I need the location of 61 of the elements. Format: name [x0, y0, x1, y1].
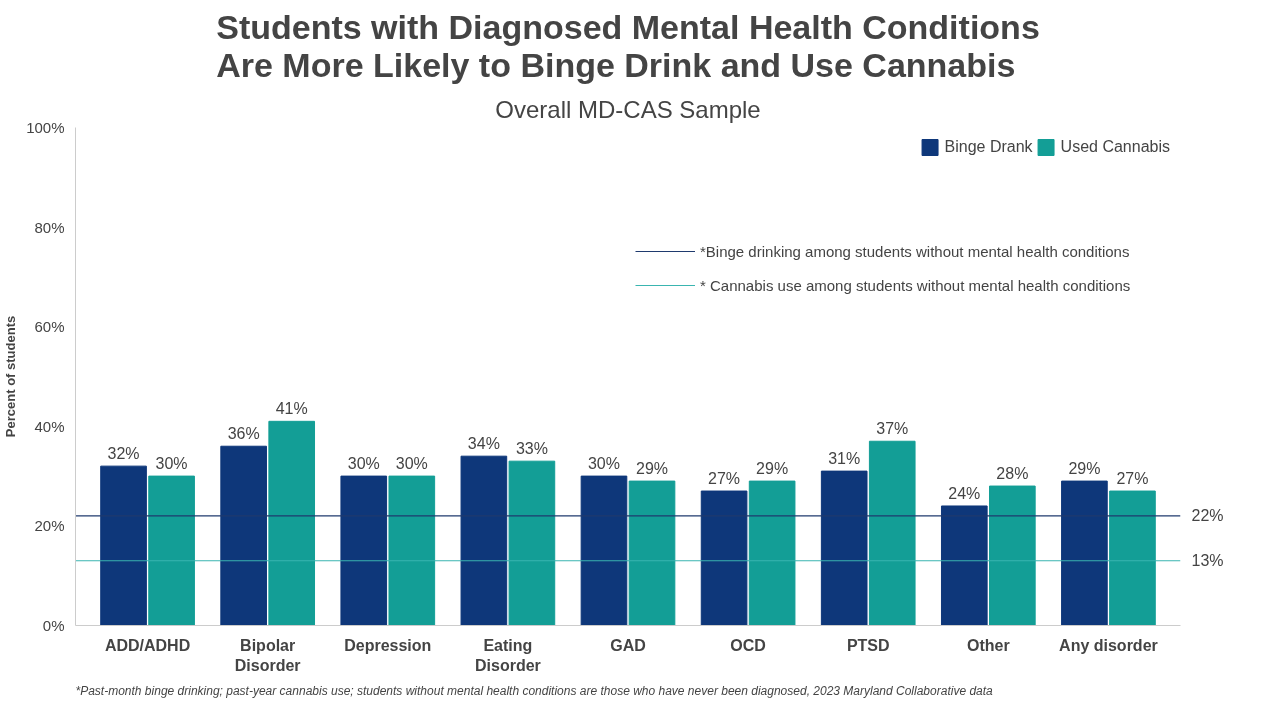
bar: [1061, 480, 1108, 626]
ref-line-label: 22%: [1191, 507, 1224, 525]
data-label: 27%: [708, 470, 741, 488]
data-label: 29%: [636, 460, 669, 478]
y-tick-label: 80%: [34, 218, 65, 236]
y-tick-label: 0%: [42, 617, 65, 634]
data-label: 33%: [515, 440, 548, 458]
bar: [268, 420, 316, 626]
bar: [748, 480, 796, 626]
y-tick-label: 40%: [34, 417, 65, 435]
data-label: 24%: [948, 484, 981, 502]
chart-title: Students with Diagnosed Mental Health Conditions Are More Likely to Binge Drink and Use Cannabis: [216, 7, 1040, 84]
y-axis-title: Percent of students: [3, 315, 19, 438]
legend-label: Binge Drank: [944, 138, 1033, 156]
x-tick-label: Bipolar Disorder: [234, 636, 301, 674]
data-label: 30%: [155, 455, 188, 473]
text: *Past-month binge drinking; past-year cannabis use; students without mental health conditions are those who have never been diagnosed, 2023 Maryland Collaborative data: [75, 683, 994, 698]
bar: [989, 485, 1036, 626]
bar: [508, 460, 556, 626]
x-tick-label: Any disorder: [1059, 636, 1158, 654]
bar: [1109, 490, 1156, 626]
ref-line-label: 13%: [1191, 552, 1224, 570]
data-label: 30%: [587, 455, 620, 473]
bar: [820, 470, 868, 626]
data-label: 41%: [275, 400, 308, 418]
data-label: 36%: [227, 425, 260, 443]
annotation: * Cannabis use among students without mental health conditions: [700, 276, 1131, 294]
data-label: 29%: [1068, 460, 1101, 478]
data-label: 32%: [107, 445, 140, 463]
bar: [460, 455, 508, 626]
bar: [628, 480, 676, 626]
chart-subtitle: Overall MD-CAS Sample: [495, 95, 761, 123]
data-label: 29%: [756, 460, 789, 478]
x-tick-label: Eating Disorder: [474, 636, 541, 674]
bar: [580, 475, 628, 626]
x-tick-label: PTSD: [846, 636, 890, 654]
x-tick-label: Depression: [344, 636, 432, 654]
data-label: 30%: [347, 455, 380, 473]
y-tick-label: 100%: [26, 119, 65, 136]
x-tick-label: ADD/ADHD: [104, 636, 191, 654]
bar: [388, 475, 436, 626]
x-tick-label: Other: [966, 636, 1010, 654]
annotation: *Binge drinking among students without mental health conditions: [700, 242, 1130, 260]
bar: [220, 445, 267, 626]
data-label: 34%: [467, 435, 500, 453]
data-label: 28%: [996, 465, 1029, 483]
data-label: 31%: [828, 450, 861, 468]
data-label: 27%: [1116, 470, 1149, 488]
bar: [340, 475, 388, 626]
bar: [100, 465, 147, 626]
data-label: 30%: [395, 455, 428, 473]
x-tick-label: GAD: [610, 636, 646, 654]
data-label: 37%: [876, 420, 909, 438]
bar: [868, 440, 916, 626]
y-tick-label: 20%: [34, 517, 65, 535]
bar: [148, 475, 195, 626]
bar: [700, 490, 748, 626]
bar: [940, 505, 988, 626]
y-tick-label: 60%: [34, 318, 65, 336]
x-tick-label: OCD: [730, 636, 766, 654]
legend-label: Used Cannabis: [1060, 138, 1170, 156]
